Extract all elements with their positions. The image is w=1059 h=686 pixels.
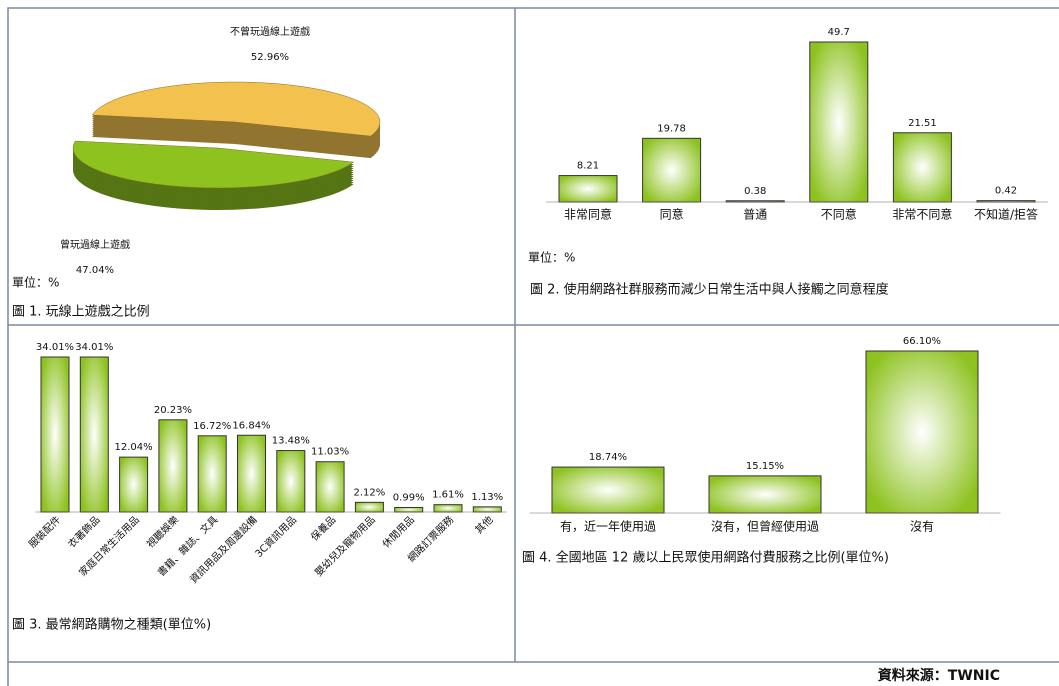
value-label: 2.12% <box>354 487 386 498</box>
value-label: 34.01% <box>36 342 74 353</box>
slice-label: 不曾玩過線上遊戲 <box>230 25 310 38</box>
value-label: 19.78 <box>657 123 686 134</box>
bar <box>79 356 109 513</box>
chart-title: 圖 1. 玩線上遊戲之比例 <box>12 304 150 320</box>
category-label: 衣著飾品 <box>65 513 102 550</box>
bar <box>433 504 463 513</box>
slice-value: 52.96% <box>251 52 289 63</box>
frame <box>7 7 1059 686</box>
source: 資料來源：TWNIC <box>878 667 1000 684</box>
value-label: 11.03% <box>311 447 349 458</box>
value-label: 8.21 <box>577 161 599 172</box>
bar <box>394 506 424 513</box>
bar <box>558 175 618 203</box>
category-label: 資訊用品及周邊設備 <box>187 513 260 586</box>
value-label: 18.74% <box>589 452 627 463</box>
category-label: 沒有，但曾經使用過 <box>711 519 819 534</box>
slice <box>91 81 381 137</box>
bar <box>551 466 665 514</box>
bar <box>40 356 70 513</box>
value-label: 0.38 <box>744 186 766 197</box>
value-label: 66.10% <box>903 336 941 347</box>
chart-title: 圖 3. 最常網路購物之種類(單位%) <box>12 617 211 633</box>
chart-title: 圖 2. 使用網路社群服務而減少日常生活中與人接觸之同意程度 <box>530 282 889 298</box>
bar <box>865 350 979 514</box>
slice-value: 47.04% <box>76 265 114 276</box>
value-label: 0.42 <box>995 186 1017 197</box>
value-label: 16.72% <box>193 421 231 432</box>
category-label: 不知道/拒答 <box>974 207 1038 222</box>
category-label: 非常同意 <box>564 207 612 222</box>
category-label: 同意 <box>660 207 684 222</box>
value-label: 20.23% <box>154 405 192 416</box>
bar <box>642 137 702 203</box>
bar <box>708 475 822 514</box>
category-label: 其他 <box>472 513 495 536</box>
value-label: 34.01% <box>75 342 113 353</box>
bar <box>809 41 869 203</box>
bar <box>119 456 149 513</box>
bar <box>197 435 227 513</box>
value-label: 0.99% <box>393 492 425 503</box>
value-label: 1.13% <box>471 492 503 503</box>
value-label: 16.84% <box>232 420 270 431</box>
slice-label: 曾玩過線上遊戲 <box>60 238 130 251</box>
bar <box>237 434 266 513</box>
category-label: 普通 <box>743 208 767 222</box>
unit-note: 單位：% <box>12 275 59 290</box>
unit-note: 單位：% <box>528 250 575 265</box>
category-label: 非常不同意 <box>892 207 952 222</box>
category-label: 不同意 <box>821 207 857 222</box>
bar <box>472 506 502 513</box>
bar <box>276 450 306 513</box>
value-label: 21.51 <box>908 118 937 129</box>
value-label: 13.48% <box>272 436 310 447</box>
category-label: 保養品 <box>308 513 338 543</box>
bar <box>158 419 188 513</box>
chart-title: 圖 4. 全國地區 12 歲以上民眾使用網路付費服務之比例(單位%) <box>522 550 889 566</box>
bar <box>354 501 384 513</box>
bar <box>315 461 345 513</box>
value-label: 49.7 <box>828 27 850 38</box>
slice <box>72 140 355 189</box>
value-label: 12.04% <box>115 442 153 453</box>
category-label: 服裝配件 <box>26 513 63 550</box>
category-label: 3C資訊用品 <box>252 513 299 560</box>
value-label: 15.15% <box>746 461 784 472</box>
category-label: 有，近一年使用過 <box>560 519 656 534</box>
value-label: 1.61% <box>432 490 464 501</box>
category-label: 視聽娛樂 <box>144 513 181 550</box>
category-label: 沒有 <box>910 520 934 534</box>
category-label: 休閒用品 <box>380 514 417 551</box>
bar <box>892 132 952 203</box>
